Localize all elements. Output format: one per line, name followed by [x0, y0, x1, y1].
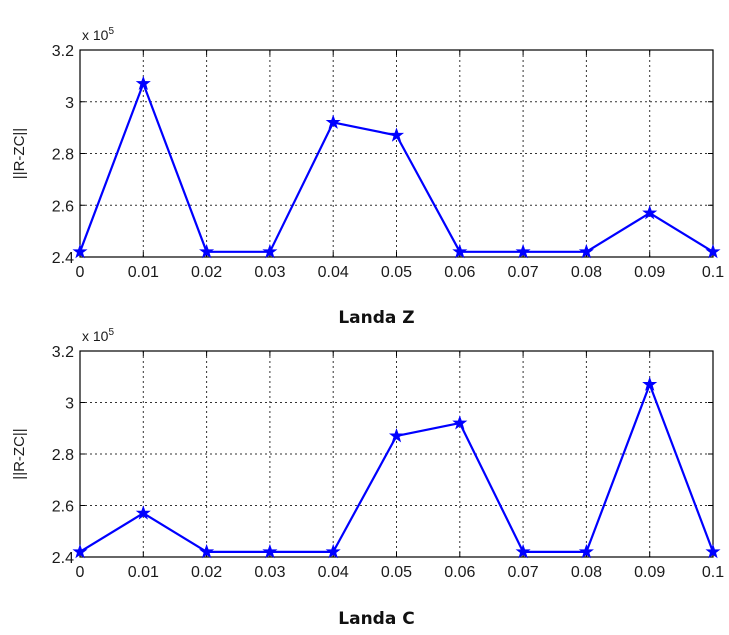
x-tick-label: 0.02: [191, 564, 222, 581]
x-tick-label: 0.09: [634, 264, 665, 281]
data-point-marker: [135, 75, 151, 91]
data-point-marker: [199, 543, 215, 559]
y-axis-label: ||R-ZC||: [11, 128, 28, 179]
y-scale-factor: x 105: [82, 26, 114, 43]
y-tick-label: 2.8: [52, 447, 74, 464]
x-tick-label: 0: [76, 264, 85, 281]
data-point-marker: [262, 543, 278, 559]
y-tick-label: 3.2: [52, 344, 74, 361]
y-scale-factor: x 105: [82, 327, 114, 344]
x-axis-title: Landa Z: [338, 308, 414, 328]
y-tick-label: 2.6: [52, 198, 74, 215]
x-tick-label: 0.06: [444, 264, 475, 281]
x-tick-label: 0.05: [381, 264, 412, 281]
y-scale-base: x 10: [82, 328, 109, 344]
data-point-marker: [642, 376, 658, 391]
y-tick-label: 2.8: [52, 147, 74, 164]
x-tick-label: 0: [76, 564, 85, 581]
x-tick-label: 0.1: [702, 564, 724, 581]
y-tick-label: 2.4: [52, 550, 74, 567]
x-axis-title: Landa C: [338, 609, 414, 629]
x-tick-label: 0.1: [702, 264, 724, 281]
x-tick-label: 0.05: [381, 564, 412, 581]
data-point-marker: [388, 127, 405, 142]
x-tick-label: 0.08: [571, 264, 602, 281]
chart-landa-c: 0 0.01 0.02 0.03 0.04 0.05 0.06 0.07 0.08 0.09 0.1…: [11, 327, 724, 629]
data-point-marker: [705, 543, 721, 559]
x-tick-label: 0.02: [191, 264, 222, 281]
data-point-marker: [199, 243, 215, 259]
chart-landa-z: 0 0.01 0.02 0.03 0.04 0.05 0.06 0.07 0.08 0.09 0.1…: [11, 26, 724, 328]
data-point-marker: [72, 543, 88, 559]
x-tick-label: 0.08: [571, 564, 602, 581]
y-scale-exponent: 5: [108, 26, 114, 37]
x-tick-label: 0.09: [634, 564, 665, 581]
x-tick-label: 0.07: [508, 264, 539, 281]
y-scale-exponent: 5: [108, 327, 114, 338]
data-point-marker: [452, 415, 468, 430]
x-tick-label: 0.04: [318, 564, 349, 581]
x-tick-label: 0.03: [254, 264, 285, 281]
data-point-marker: [515, 243, 531, 259]
x-tick-label: 0.06: [444, 564, 475, 581]
x-tick-label: 0.04: [318, 264, 349, 281]
data-point-marker: [578, 243, 594, 259]
data-point-marker: [135, 505, 151, 520]
x-tick-label: 0.07: [508, 564, 539, 581]
data-point-marker: [325, 114, 341, 129]
y-tick-label: 3.2: [52, 43, 74, 60]
data-point-marker: [515, 543, 531, 559]
x-tick-label: 0.01: [128, 264, 159, 281]
data-point-marker: [578, 543, 594, 559]
data-point-marker: [388, 428, 405, 443]
data-point-marker: [705, 243, 721, 259]
data-point-marker: [452, 243, 468, 259]
y-tick-label: 2.4: [52, 250, 74, 267]
y-axis-label: ||R-ZC||: [11, 428, 28, 479]
y-scale-base: x 10: [82, 27, 109, 43]
data-point-marker: [642, 205, 658, 220]
data-point-marker: [262, 243, 278, 259]
x-tick-label: 0.03: [254, 564, 285, 581]
y-tick-label: 3: [65, 396, 74, 413]
y-tick-label: 3: [65, 95, 74, 112]
data-point-marker: [325, 543, 341, 559]
x-tick-label: 0.01: [128, 564, 159, 581]
data-point-marker: [72, 243, 88, 259]
y-tick-label: 2.6: [52, 499, 74, 516]
